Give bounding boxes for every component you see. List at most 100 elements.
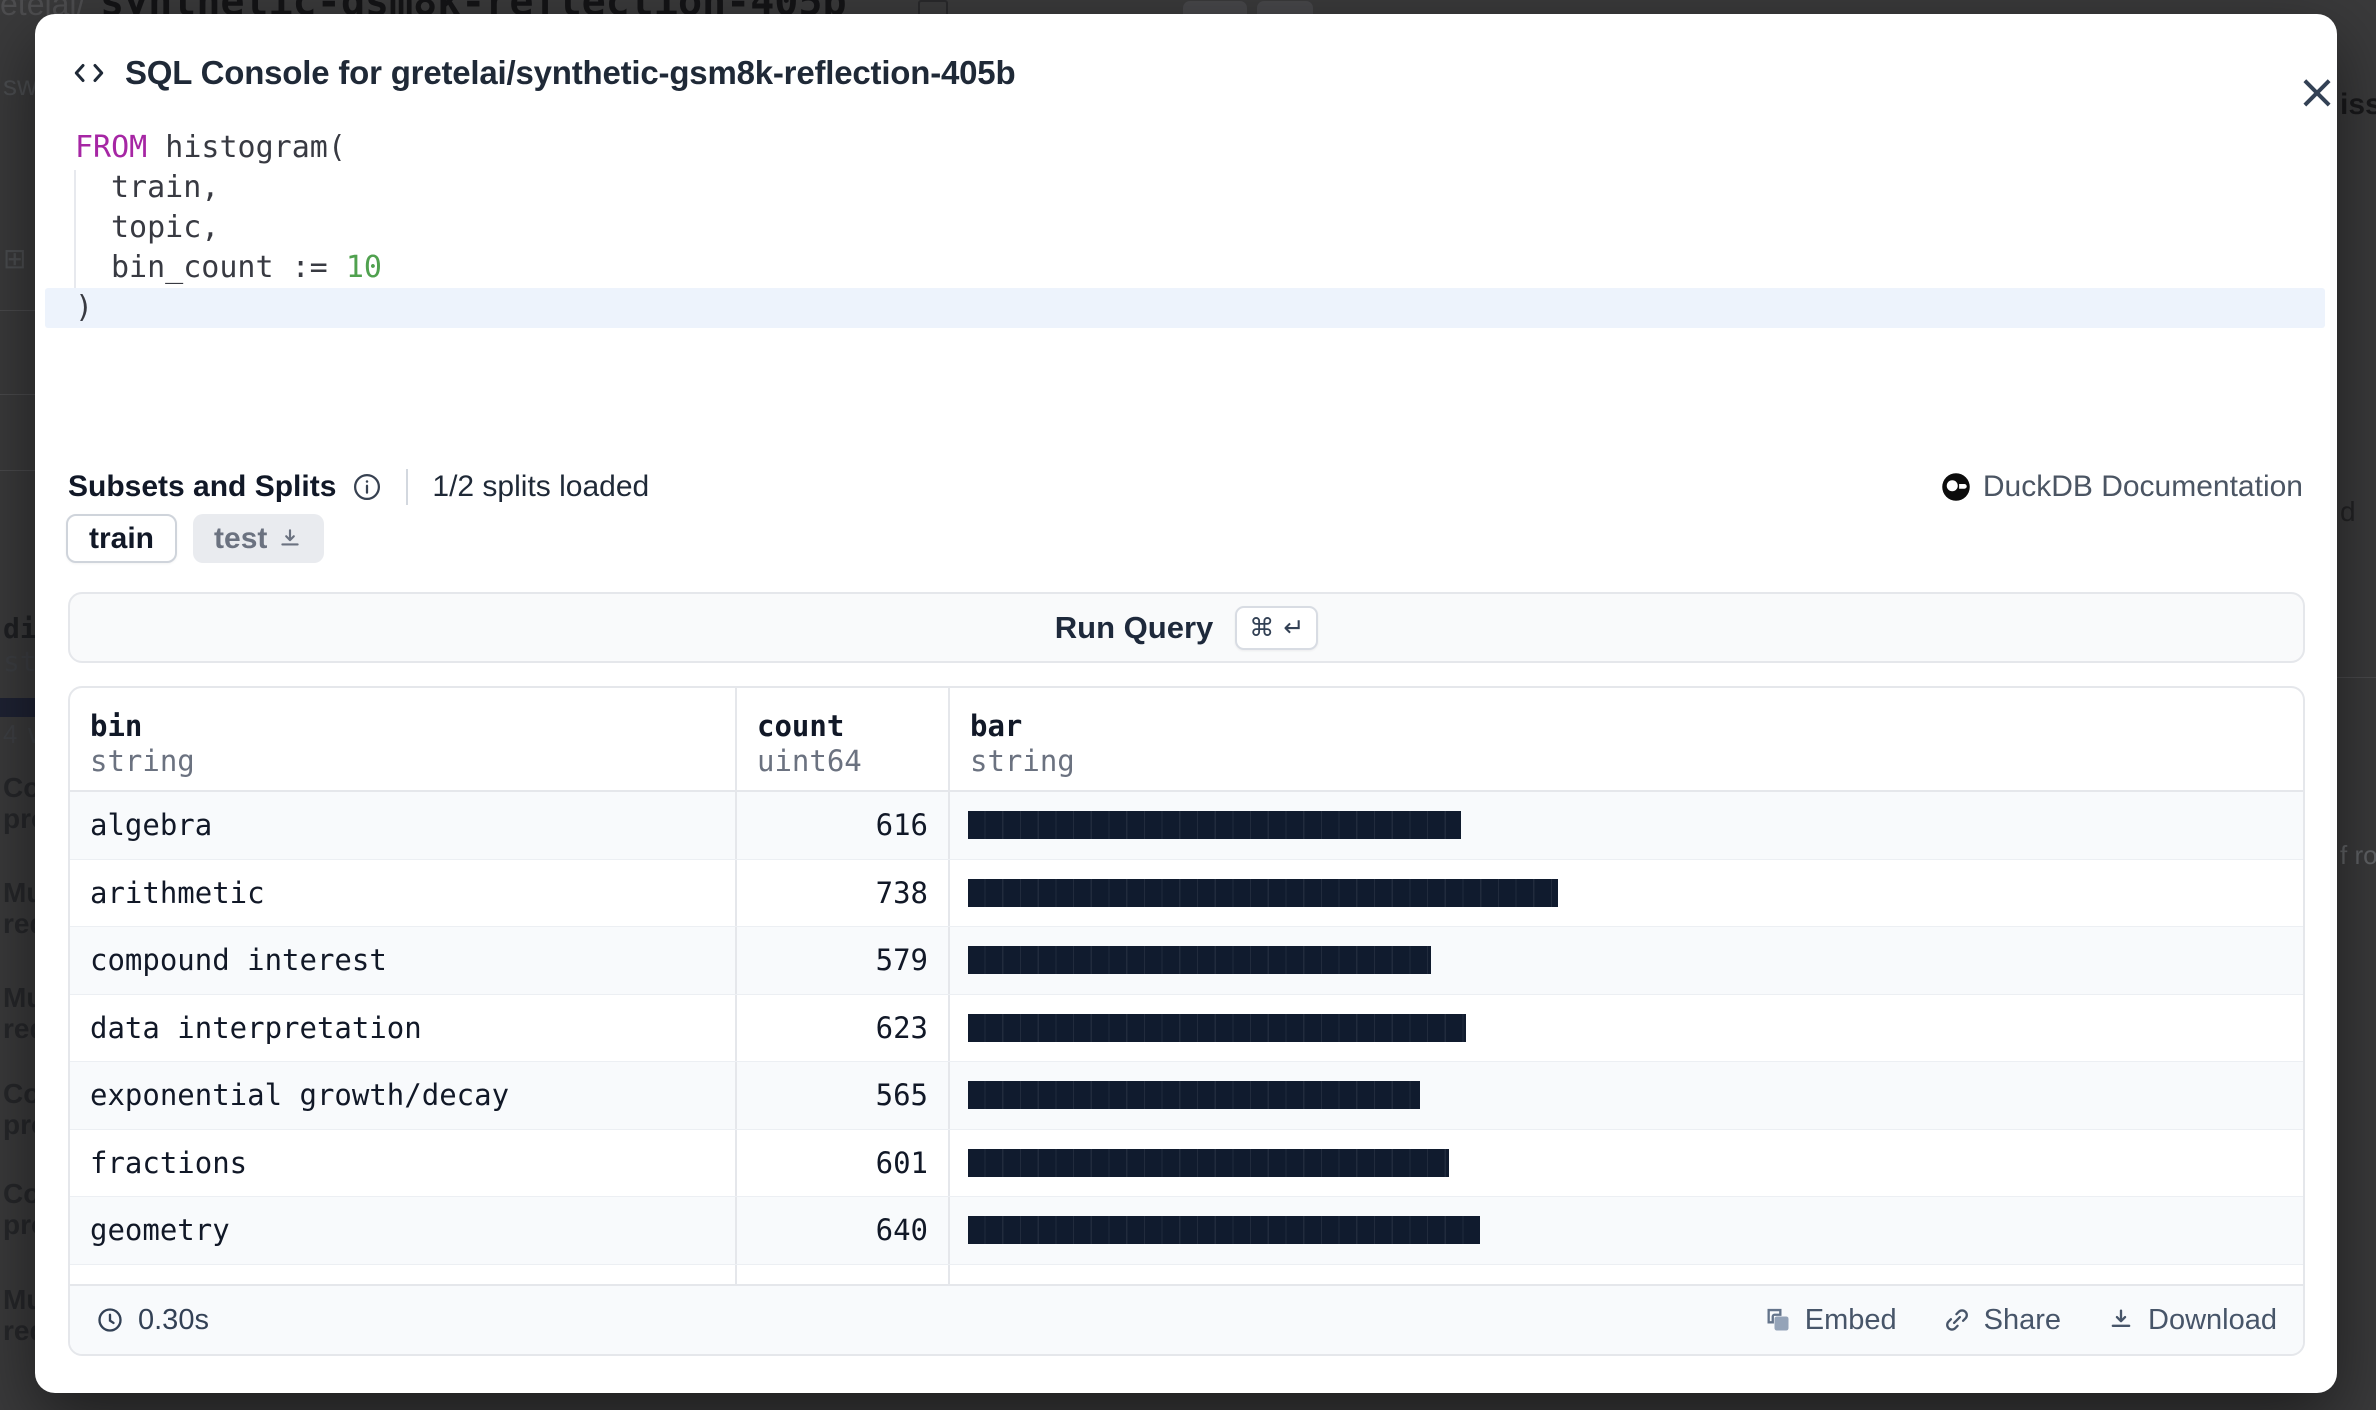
table-header: bin string count uint64 bar string xyxy=(70,688,2303,792)
table-row: arithmetic 738 xyxy=(70,859,2303,927)
cell-bin: fractions xyxy=(70,1129,737,1196)
splits-heading: Subsets and Splits xyxy=(68,470,337,503)
modal-title: SQL Console for gretelai/synthetic-gsm8k… xyxy=(125,54,1016,91)
sql-keyword: FROM xyxy=(75,130,148,165)
column-name: bar xyxy=(970,709,1023,743)
cell-bar xyxy=(950,1197,2303,1264)
divider xyxy=(0,310,35,311)
duckdb-link-label: DuckDB Documentation xyxy=(1982,470,2303,503)
keyboard-shortcut-badge: ⌘ ↵ xyxy=(1235,605,1319,650)
column-name: count xyxy=(757,709,845,743)
sql-editor[interactable]: FROM histogram( train, topic, bin_count … xyxy=(35,122,2337,352)
background-right-fragments: issa d f row xyxy=(2337,0,2376,1410)
background-right-text-fragment: issa xyxy=(2340,88,2376,121)
histogram-bar xyxy=(968,1013,1466,1042)
tab-test-label: test xyxy=(214,521,268,555)
footer-actions: Embed Share Download xyxy=(1764,1304,2277,1337)
cell-count: 579 xyxy=(737,927,950,994)
enter-key-icon: ↵ xyxy=(1283,612,1305,642)
run-query-button[interactable]: Run Query ⌘ ↵ xyxy=(68,592,2305,663)
cell-bar xyxy=(950,792,2303,859)
background-left-text-fragment: Com xyxy=(3,1178,35,1209)
cell-count: 623 xyxy=(737,994,950,1061)
background-left-text-fragment: Com xyxy=(3,772,35,803)
divider xyxy=(0,394,35,395)
splits-section-header: Subsets and Splits 1/2 splits loaded xyxy=(68,465,649,509)
background-left-text-fragment: dif xyxy=(3,612,35,645)
code-line: topic, xyxy=(111,210,220,245)
background-right-text-fragment: f row xyxy=(2340,840,2376,870)
cell-bar xyxy=(950,995,2303,1062)
sql-number: 10 xyxy=(345,250,382,285)
background-selected-row-fragment xyxy=(0,698,35,717)
code-line: train, xyxy=(111,170,220,205)
duckdb-documentation-link[interactable]: DuckDB Documentation xyxy=(1941,465,2303,509)
column-type: uint64 xyxy=(757,744,862,778)
duckdb-icon xyxy=(1942,473,1970,501)
table-row: fractions 601 xyxy=(70,1129,2303,1197)
download-button[interactable]: Download xyxy=(2107,1304,2277,1337)
sql-text: bin_count xyxy=(111,250,274,285)
clock-icon xyxy=(98,1308,122,1332)
share-button[interactable]: Share xyxy=(1943,1304,2061,1337)
column-header-bar: bar string xyxy=(950,688,2303,790)
background-left-text-fragment: Mul xyxy=(3,877,35,908)
cell-bin: algebra xyxy=(70,792,737,859)
active-line-highlight xyxy=(45,288,2325,328)
histogram-bar xyxy=(968,1148,1449,1177)
cell-count: 738 xyxy=(737,859,950,926)
cell-bar xyxy=(950,1062,2303,1129)
cell-bin: exponential growth/decay xyxy=(70,1062,737,1129)
divider xyxy=(0,470,35,471)
modal-header: SQL Console for gretelai/synthetic-gsm8k… xyxy=(71,54,1016,92)
background-left-text-fragment: Mul xyxy=(3,1284,35,1315)
background-left-text-fragment: Mul xyxy=(3,982,35,1013)
close-icon[interactable]: × xyxy=(2290,65,2344,119)
download-icon xyxy=(2111,1309,2131,1327)
column-header-bin: bin string xyxy=(70,688,737,790)
embed-button[interactable]: Embed xyxy=(1764,1304,1897,1337)
cmd-key-icon: ⌘ xyxy=(1249,612,1275,642)
background-left-text-fragment: Com xyxy=(3,1078,35,1109)
cell-bar xyxy=(950,1265,2303,1286)
background-left-text-fragment: req xyxy=(3,908,35,939)
table-row-partial xyxy=(70,1264,2303,1286)
histogram-bar xyxy=(968,946,1431,975)
download-label: Download xyxy=(2148,1303,2277,1336)
background-left-text-fragment: sw xyxy=(3,70,35,101)
histogram-bar xyxy=(968,811,1461,840)
cell-count xyxy=(737,1264,950,1286)
info-icon[interactable] xyxy=(352,472,382,502)
cell-bin: arithmetic xyxy=(70,859,737,926)
background-left-text-fragment: pro xyxy=(3,1109,35,1140)
table-row: algebra 616 xyxy=(70,792,2303,860)
tab-train[interactable]: train xyxy=(66,514,178,563)
download-icon xyxy=(281,528,300,545)
sql-operator: := xyxy=(273,250,346,285)
cell-bar xyxy=(950,1130,2303,1197)
indent-guide xyxy=(74,170,76,288)
column-type: string xyxy=(970,744,1075,778)
sql-console-modal: SQL Console for gretelai/synthetic-gsm8k… xyxy=(35,14,2337,1393)
background-left-text-fragment: req xyxy=(3,1013,35,1044)
results-footer: 0.30s Embed xyxy=(70,1284,2303,1354)
background-left-text-fragment: 4 ∨ xyxy=(3,719,35,749)
histogram-bar xyxy=(968,1216,1480,1245)
background-right-text-fragment: d xyxy=(2340,496,2356,527)
embed-icon xyxy=(1767,1308,1789,1331)
cell-bin xyxy=(70,1264,737,1286)
code-line: FROM histogram( xyxy=(35,128,2337,168)
table-row: data interpretation 623 xyxy=(70,994,2303,1062)
query-duration-value: 0.30s xyxy=(138,1303,209,1336)
share-icon xyxy=(1945,1309,1968,1331)
splits-loaded-status: 1/2 splits loaded xyxy=(432,470,650,503)
divider xyxy=(2337,677,2376,678)
column-type: string xyxy=(90,744,195,778)
column-header-count: count uint64 xyxy=(737,688,950,790)
background-left-fragments: sw⊞ ∨difstr4 ∨ComproMulreqMulreqComproCo… xyxy=(0,0,35,1410)
code-icon xyxy=(74,64,104,82)
histogram-bar xyxy=(968,1081,1420,1110)
tab-test[interactable]: test xyxy=(193,514,325,563)
query-duration: 0.30s xyxy=(96,1304,209,1337)
histogram-bar xyxy=(968,878,1558,907)
